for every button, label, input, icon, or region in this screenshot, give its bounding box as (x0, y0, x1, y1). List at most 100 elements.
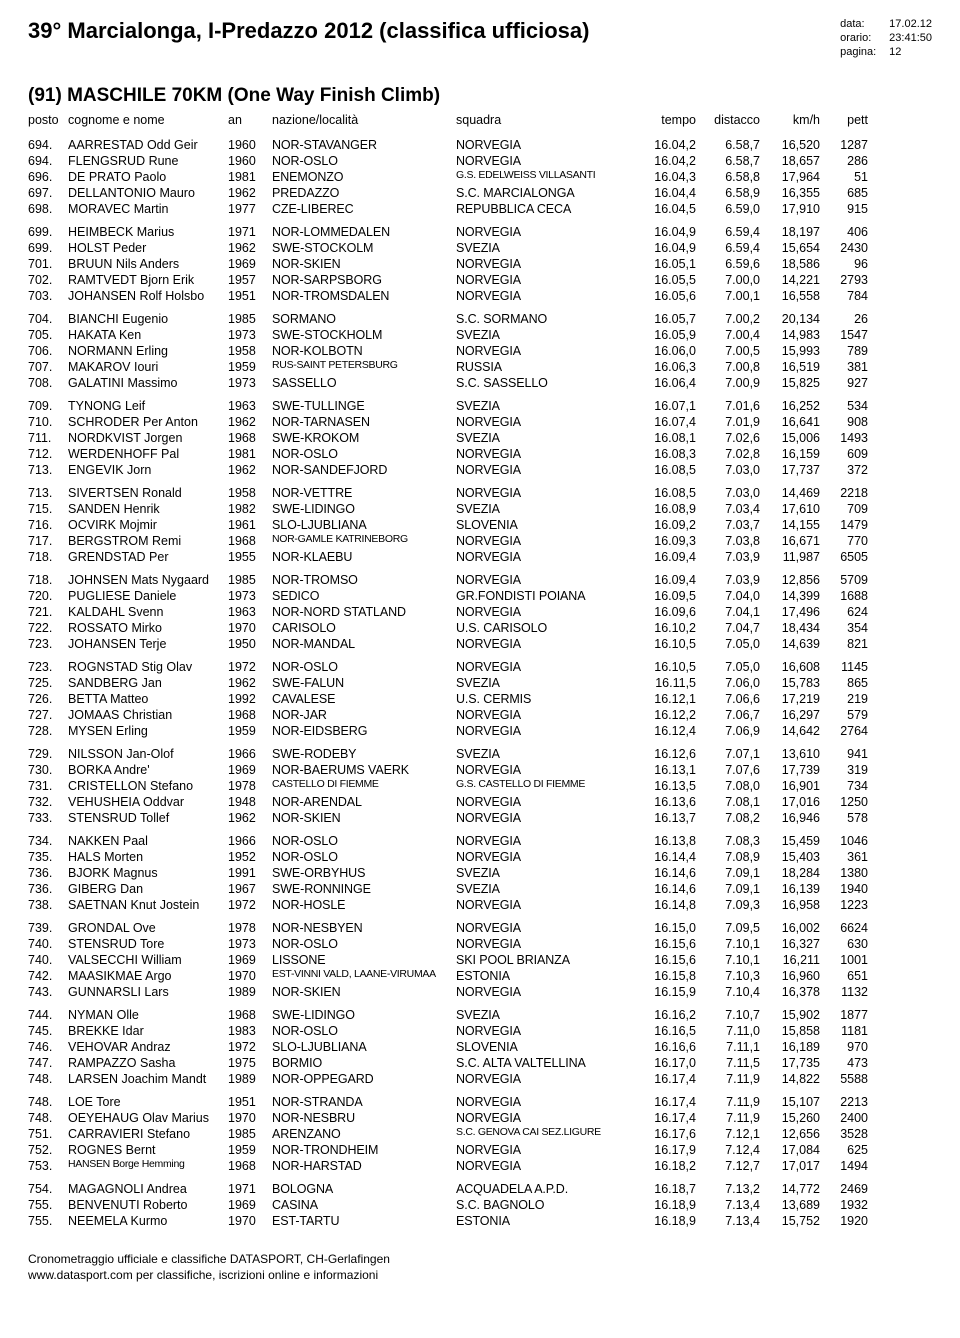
cell-kmh: 15,654 (760, 240, 820, 256)
cell-cognome: NYMAN Olle (68, 1007, 228, 1023)
cell-tempo: 16.10,2 (634, 620, 696, 636)
cell-an: 1961 (228, 517, 272, 533)
table-row: 755.NEEMELA Kurmo1970EST-TARTUESTONIA16.… (28, 1213, 932, 1229)
cell-posto: 748. (28, 1094, 68, 1110)
cell-distacco: 7.05,0 (696, 636, 760, 652)
cell-squadra: S.C. SASSELLO (456, 375, 634, 391)
cell-distacco: 7.00,9 (696, 375, 760, 391)
cell-an: 1957 (228, 272, 272, 288)
cell-nazione: PREDAZZO (272, 185, 456, 201)
cell-an: 1972 (228, 659, 272, 675)
cell-posto: 721. (28, 604, 68, 620)
table-row: 729.NILSSON Jan-Olof1966SWE-RODEBYSVEZIA… (28, 746, 932, 762)
table-row: 754.MAGAGNOLI Andrea1971BOLOGNAACQUADELA… (28, 1181, 932, 1197)
cell-tempo: 16.05,5 (634, 272, 696, 288)
cell-posto: 718. (28, 549, 68, 565)
cell-tempo: 16.13,8 (634, 833, 696, 849)
cell-tempo: 16.15,6 (634, 936, 696, 952)
cell-tempo: 16.12,2 (634, 707, 696, 723)
cell-an: 1959 (228, 359, 272, 375)
table-row: 739.GRONDAL Ove1978NOR-NESBYENNORVEGIA16… (28, 920, 932, 936)
table-row: 742.MAASIKMAE Argo1970EST-VINNI VALD, LA… (28, 968, 932, 984)
footer-line-1: Cronometraggio ufficiale e classifiche D… (28, 1251, 932, 1267)
meta-pagina-value: 12 (889, 46, 901, 58)
cell-distacco: 7.09,3 (696, 897, 760, 913)
cell-cognome: OEYEHAUG Olav Marius (68, 1110, 228, 1126)
cell-nazione: SWE-RONNINGE (272, 881, 456, 897)
cell-pett: 1046 (820, 833, 872, 849)
table-row: 748.OEYEHAUG Olav Marius1970NOR-NESBRUNO… (28, 1110, 932, 1126)
cell-distacco: 7.03,8 (696, 533, 760, 549)
cell-nazione: NOR-JAR (272, 707, 456, 723)
cell-squadra: NORVEGIA (456, 794, 634, 810)
cell-posto: 754. (28, 1181, 68, 1197)
cell-tempo: 16.04,4 (634, 185, 696, 201)
cell-distacco: 7.11,9 (696, 1110, 760, 1126)
table-row: 706.NORMANN Erling1958NOR-KOLBOTNNORVEGI… (28, 343, 932, 359)
cell-cognome: SANDBERG Jan (68, 675, 228, 691)
result-group: 718.JOHNSEN Mats Nygaard1985NOR-TROMSONO… (28, 572, 932, 652)
cell-distacco: 7.06,0 (696, 675, 760, 691)
cell-posto: 748. (28, 1110, 68, 1126)
cell-tempo: 16.09,6 (634, 604, 696, 620)
cell-an: 1969 (228, 1197, 272, 1213)
table-row: 708.GALATINI Massimo1973SASSELLOS.C. SAS… (28, 375, 932, 391)
cell-posto: 740. (28, 952, 68, 968)
column-headers: posto cognome e nome an nazione/località… (28, 111, 932, 130)
cell-distacco: 7.11,5 (696, 1055, 760, 1071)
table-row: 747.RAMPAZZO Sasha1975BORMIOS.C. ALTA VA… (28, 1055, 932, 1071)
cell-cognome: PUGLIESE Daniele (68, 588, 228, 604)
cell-squadra: ESTONIA (456, 1213, 634, 1229)
cell-distacco: 7.13,4 (696, 1197, 760, 1213)
cell-pett: 784 (820, 288, 872, 304)
cell-tempo: 16.14,8 (634, 897, 696, 913)
cell-kmh: 18,586 (760, 256, 820, 272)
cell-squadra: NORVEGIA (456, 533, 634, 549)
cell-cognome: TYNONG Leif (68, 398, 228, 414)
cell-cognome: OCVIRK Mojmir (68, 517, 228, 533)
cell-an: 1973 (228, 588, 272, 604)
cell-tempo: 16.04,2 (634, 153, 696, 169)
cell-distacco: 7.00,5 (696, 343, 760, 359)
cell-squadra: NORVEGIA (456, 549, 634, 565)
cell-an: 1973 (228, 375, 272, 391)
cell-an: 1978 (228, 920, 272, 936)
cell-tempo: 16.12,4 (634, 723, 696, 739)
table-row: 705.HAKATA Ken1973SWE-STOCKHOLMSVEZIA16.… (28, 327, 932, 343)
cell-an: 1962 (228, 185, 272, 201)
cell-kmh: 17,964 (760, 169, 820, 185)
cell-squadra: ACQUADELA A.P.D. (456, 1181, 634, 1197)
cell-an: 1972 (228, 1039, 272, 1055)
col-tempo: tempo (634, 113, 696, 127)
cell-distacco: 7.02,6 (696, 430, 760, 446)
table-row: 733.STENSRUD Tollef1962NOR-SKIENNORVEGIA… (28, 810, 932, 826)
cell-nazione: BORMIO (272, 1055, 456, 1071)
cell-an: 1968 (228, 1007, 272, 1023)
cell-distacco: 7.00,1 (696, 288, 760, 304)
cell-tempo: 16.17,4 (634, 1071, 696, 1087)
cell-nazione: LISSONE (272, 952, 456, 968)
cell-pett: 1688 (820, 588, 872, 604)
cell-tempo: 16.09,2 (634, 517, 696, 533)
header-row: 39° Marcialonga, I-Predazzo 2012 (classi… (28, 18, 932, 59)
cell-nazione: SWE-RODEBY (272, 746, 456, 762)
cell-kmh: 15,993 (760, 343, 820, 359)
table-row: 699.HOLST Peder1962SWE-STOCKOLMSVEZIA16.… (28, 240, 932, 256)
cell-posto: 694. (28, 153, 68, 169)
cell-nazione: CZE-LIBEREC (272, 201, 456, 217)
cell-kmh: 16,189 (760, 1039, 820, 1055)
cell-an: 1977 (228, 201, 272, 217)
cell-pett: 1380 (820, 865, 872, 881)
cell-pett: 734 (820, 778, 872, 794)
cell-cognome: SAETNAN Knut Jostein (68, 897, 228, 913)
cell-kmh: 16,520 (760, 137, 820, 153)
cell-pett: 372 (820, 462, 872, 478)
cell-posto: 715. (28, 501, 68, 517)
cell-tempo: 16.08,9 (634, 501, 696, 517)
cell-nazione: NOR-TARNASEN (272, 414, 456, 430)
cell-an: 1983 (228, 1023, 272, 1039)
cell-posto: 726. (28, 691, 68, 707)
cell-pett: 6624 (820, 920, 872, 936)
cell-kmh: 16,946 (760, 810, 820, 826)
cell-kmh: 16,641 (760, 414, 820, 430)
